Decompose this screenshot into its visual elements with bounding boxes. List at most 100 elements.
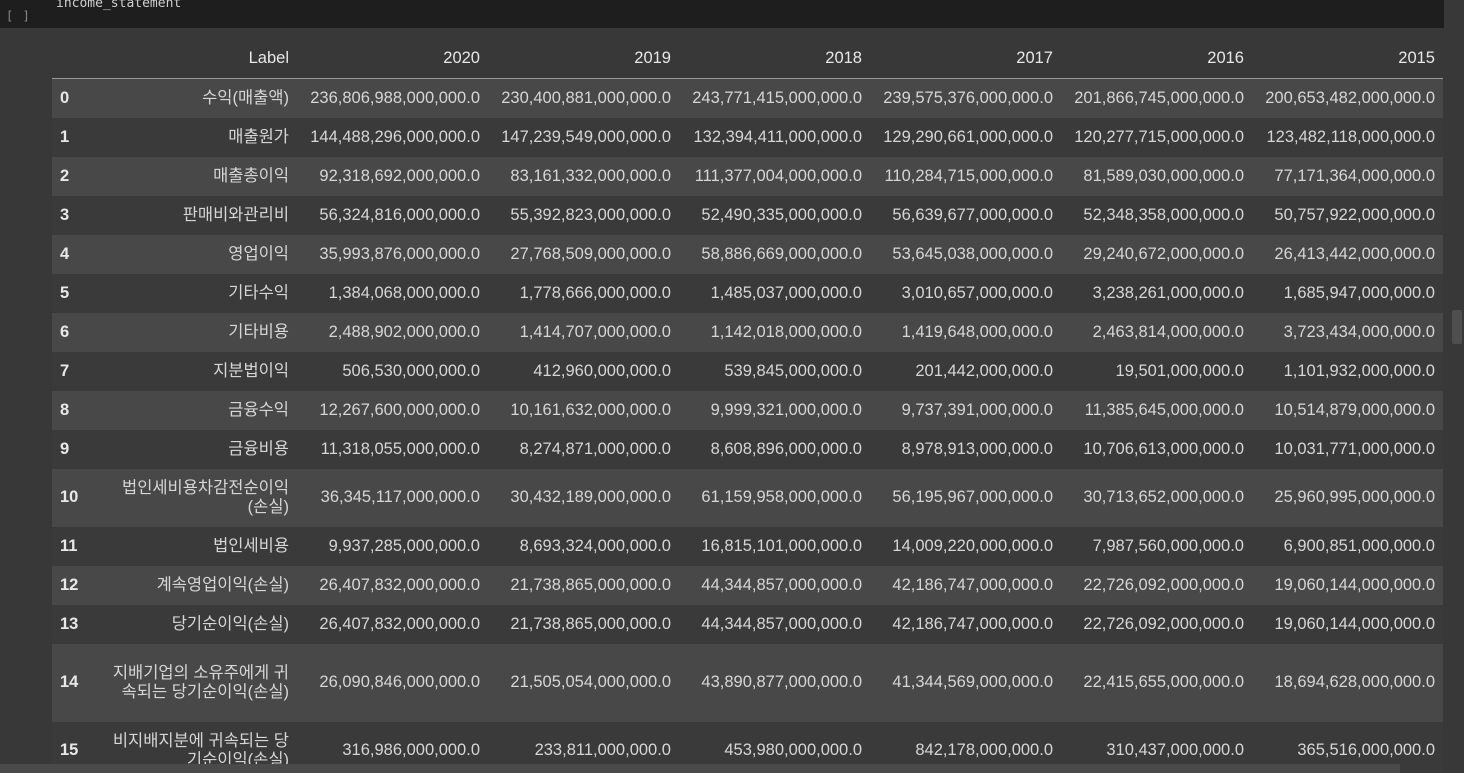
value-cell: 1,685,947,000,000.0 — [1283, 283, 1435, 302]
value-cell: 52,490,335,000,000.0 — [701, 205, 862, 224]
value-cell: 1,485,037,000,000.0 — [710, 283, 862, 302]
code-editor[interactable]: income_statement — [56, 0, 182, 11]
value-cell: 44,344,857,000,000.0 — [701, 575, 862, 594]
row-index: 15 — [60, 741, 79, 759]
value-cell: 111,377,004,000,000.0 — [694, 166, 862, 185]
value-cell: 1,384,068,000,000.0 — [328, 283, 480, 302]
table-body: 0 수익(매출액) 236,806,988,000,000.0 230,400,881… — [52, 78, 1443, 773]
value-cell: 201,866,745,000,000.0 — [1074, 88, 1244, 107]
value-cell: 10,514,879,000,000.0 — [1274, 400, 1435, 419]
execution-count[interactable]: [ ] — [6, 9, 31, 23]
value-cell: 506,530,000,000.0 — [342, 361, 480, 380]
value-cell: 310,437,000,000.0 — [1106, 741, 1244, 759]
vertical-scrollbar[interactable] — [1450, 30, 1464, 773]
column-header: 2016 — [1061, 38, 1252, 79]
value-cell: 243,771,415,000,000.0 — [692, 88, 862, 107]
row-index: 5 — [60, 283, 70, 302]
row-label: 판매비와관리비 — [182, 205, 289, 224]
value-cell: 3,238,261,000,000.0 — [1092, 283, 1244, 302]
row-label: 매출원가 — [228, 127, 289, 146]
table-row: 5 기타수익 1,384,068,000,000.0 1,778,666,000,00… — [52, 273, 1443, 313]
value-cell: 21,738,865,000,000.0 — [510, 614, 671, 633]
value-cell: 2,463,814,000,000.0 — [1092, 322, 1244, 341]
row-label: 영업이익 — [228, 244, 289, 263]
value-cell: 9,999,321,000,000.0 — [710, 400, 862, 419]
table-row: 13 당기순이익(손실) 26,407,832,000,000.0 21,738,86… — [52, 604, 1443, 644]
row-index: 3 — [60, 205, 70, 224]
value-cell: 200,653,482,000,000.0 — [1265, 88, 1435, 107]
column-header: 2015 — [1252, 38, 1443, 79]
value-cell: 12,267,600,000,000.0 — [319, 400, 480, 419]
value-cell: 30,713,652,000,000.0 — [1083, 488, 1244, 506]
value-cell: 18,694,628,000,000.0 — [1274, 673, 1435, 691]
code-cell[interactable]: [ ] income_statement — [0, 0, 1444, 28]
value-cell: 6,900,851,000,000.0 — [1283, 536, 1435, 555]
table-row: 2 매출총이익 92,318,692,000,000.0 83,161,332,000… — [52, 156, 1443, 196]
value-cell: 25,960,995,000,000.0 — [1274, 488, 1435, 506]
value-cell: 10,161,632,000,000.0 — [510, 400, 671, 419]
table-row: 12 계속영업이익(손실) 26,407,832,000,000.0 21,738,8… — [52, 565, 1443, 605]
value-cell: 83,161,332,000,000.0 — [510, 166, 671, 185]
table-row: 4 영업이익 35,993,876,000,000.0 27,768,509,000,… — [52, 234, 1443, 274]
value-cell: 58,886,669,000,000.0 — [701, 244, 862, 263]
row-index: 0 — [60, 88, 70, 107]
table-row: 11 법인세비용 9,937,285,000,000.0 8,693,324,000,… — [52, 526, 1443, 566]
value-cell: 412,960,000,000.0 — [533, 361, 671, 380]
value-cell: 29,240,672,000,000.0 — [1083, 244, 1244, 263]
value-cell: 1,142,018,000,000.0 — [710, 322, 862, 341]
table-row: 0 수익(매출액) 236,806,988,000,000.0 230,400,881… — [52, 78, 1443, 118]
value-cell: 56,195,967,000,000.0 — [892, 488, 1053, 506]
value-cell: 36,345,117,000,000.0 — [320, 488, 480, 506]
value-cell: 42,186,747,000,000.0 — [892, 575, 1053, 594]
value-cell: 1,101,932,000,000.0 — [1283, 361, 1435, 380]
horizontal-scrollbar[interactable] — [0, 764, 1400, 773]
index-header — [52, 38, 104, 79]
value-cell: 110,284,715,000,000.0 — [884, 166, 1053, 185]
table-row: 8 금융수익 12,267,600,000,000.0 10,161,632,000,… — [52, 390, 1443, 430]
row-index: 14 — [60, 673, 79, 691]
value-cell: 8,274,871,000,000.0 — [519, 439, 671, 458]
table-row: 10 법인세비용차감전순이익(손실) 36,345,117,000,000.0 30,… — [52, 468, 1443, 527]
row-index: 13 — [60, 614, 79, 633]
vertical-scrollbar-thumb[interactable] — [1452, 310, 1462, 344]
value-cell: 56,639,677,000,000.0 — [892, 205, 1053, 224]
row-label: 법인세비용 — [213, 536, 289, 555]
row-index: 1 — [60, 127, 70, 146]
row-label: 수익(매출액) — [202, 88, 289, 107]
row-index: 10 — [60, 488, 79, 506]
value-cell: 3,723,434,000,000.0 — [1283, 322, 1435, 341]
value-cell: 9,937,285,000,000.0 — [328, 536, 480, 555]
value-cell: 26,407,832,000,000.0 — [319, 614, 480, 633]
value-cell: 8,608,896,000,000.0 — [710, 439, 862, 458]
value-cell: 7,987,560,000,000.0 — [1092, 536, 1244, 555]
cell-output: Label 2020 2019 2018 2017 2016 2015 0 수익(매출액) 23… — [52, 38, 1443, 773]
row-index: 9 — [60, 439, 70, 458]
value-cell: 53,645,038,000,000.0 — [892, 244, 1053, 263]
value-cell: 239,575,376,000,000.0 — [883, 88, 1053, 107]
value-cell: 2,488,902,000,000.0 — [328, 322, 480, 341]
value-cell: 1,778,666,000,000.0 — [519, 283, 671, 302]
table-row: 9 금융비용 11,318,055,000,000.0 8,274,871,000,0… — [52, 429, 1443, 469]
value-cell: 16,815,101,000,000.0 — [701, 536, 862, 555]
table-row: 6 기타비용 2,488,902,000,000.0 1,414,707,000,00… — [52, 312, 1443, 352]
value-cell: 22,415,655,000,000.0 — [1083, 673, 1244, 691]
value-cell: 1,419,648,000,000.0 — [901, 322, 1053, 341]
value-cell: 147,239,549,000,000.0 — [501, 127, 671, 146]
table-row: 7 지분법이익 506,530,000,000.0 412,960,000,000.0… — [52, 351, 1443, 391]
value-cell: 27,768,509,000,000.0 — [510, 244, 671, 263]
row-label: 기타비용 — [228, 322, 289, 341]
value-cell: 26,413,442,000,000.0 — [1274, 244, 1435, 263]
value-cell: 842,178,000,000.0 — [915, 741, 1053, 759]
row-label: 지분법이익 — [213, 361, 289, 380]
column-header: 2018 — [679, 38, 870, 79]
value-cell: 22,726,092,000,000.0 — [1083, 575, 1244, 594]
value-cell: 30,432,189,000,000.0 — [510, 488, 671, 506]
value-cell: 123,482,118,000,000.0 — [1266, 127, 1435, 146]
value-cell: 1,414,707,000,000.0 — [519, 322, 671, 341]
value-cell: 50,757,922,000,000.0 — [1274, 205, 1435, 224]
row-label: 매출총이익 — [213, 166, 289, 185]
dataframe-table: Label 2020 2019 2018 2017 2016 2015 0 수익(매출액) 23… — [52, 38, 1443, 773]
row-index: 12 — [60, 575, 79, 594]
value-cell: 539,845,000,000.0 — [724, 361, 862, 380]
row-index: 11 — [60, 536, 78, 555]
